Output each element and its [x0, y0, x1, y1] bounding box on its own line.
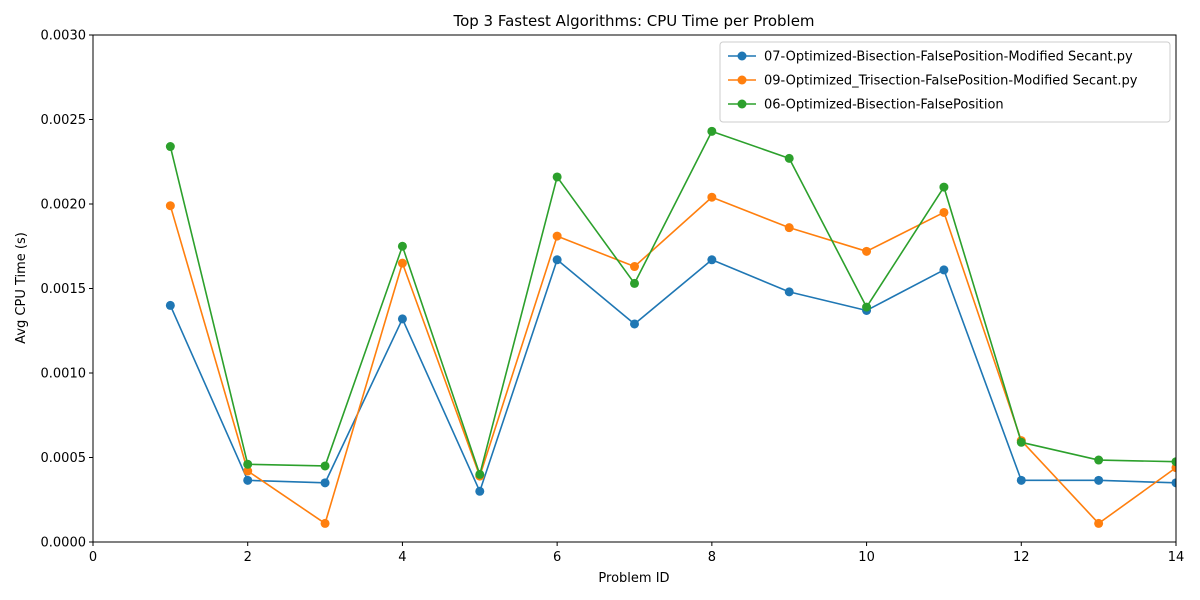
x-axis: 0 2 4 6 8 10 12 14 — [89, 542, 1184, 565]
y-axis-label: Avg CPU Time (s) — [14, 232, 29, 344]
data-point — [165, 142, 175, 152]
chart-title: Top 3 Fastest Algorithms: CPU Time per P… — [452, 12, 814, 30]
data-point — [707, 126, 717, 136]
data-point — [939, 182, 949, 192]
legend-item: 09-Optimized_Trisection-FalsePosition-Mo… — [728, 74, 1138, 89]
x-tick-label: 6 — [553, 550, 561, 565]
series-line — [169, 130, 1176, 476]
data-point — [630, 278, 639, 288]
data-point — [552, 255, 562, 265]
data-point — [1171, 457, 1176, 467]
data-point — [475, 486, 485, 496]
series-layer — [165, 126, 1176, 528]
y-tick-label: 0.0020 — [41, 198, 87, 213]
series-line — [169, 258, 1176, 493]
legend-label: 06-Optimized-Bisection-FalsePosition — [764, 98, 1004, 113]
y-tick-label: 0.0025 — [41, 113, 87, 128]
data-point — [630, 262, 639, 272]
series-line — [169, 196, 1176, 525]
data-point — [1094, 518, 1104, 528]
data-point — [1094, 475, 1104, 485]
data-point — [397, 314, 407, 324]
data-point — [630, 319, 639, 329]
legend-swatch-marker — [737, 51, 747, 61]
x-tick-label: 8 — [708, 550, 716, 565]
data-point — [939, 207, 949, 217]
series-1 — [165, 255, 1176, 496]
y-tick-label: 0.0010 — [41, 367, 87, 382]
x-tick-label: 14 — [1168, 550, 1185, 565]
data-point — [1016, 437, 1026, 447]
data-point — [1171, 478, 1176, 488]
data-point — [1016, 475, 1026, 485]
data-point — [784, 287, 794, 297]
data-point — [862, 302, 872, 312]
data-point — [707, 255, 717, 265]
data-point — [397, 258, 407, 268]
x-tick-label: 2 — [244, 550, 252, 565]
x-tick-label: 12 — [1013, 550, 1030, 565]
legend: 07-Optimized-Bisection-FalsePosition-Mod… — [719, 41, 1171, 123]
data-point — [1094, 455, 1104, 465]
data-point — [784, 223, 794, 233]
data-point — [320, 478, 330, 488]
data-point — [939, 265, 949, 275]
y-axis: 0.0000 0.0005 0.0010 0.0015 0.0020 0.0025 0.00… — [41, 29, 93, 551]
legend-box — [719, 41, 1171, 123]
y-tick-label: 0.0005 — [41, 451, 87, 466]
y-tick-label: 0.0030 — [41, 29, 87, 44]
data-point — [862, 246, 872, 256]
legend-item: 06-Optimized-Bisection-FalsePosition — [728, 98, 1004, 113]
data-point — [243, 459, 253, 469]
x-tick-label: 0 — [89, 550, 97, 565]
data-point — [397, 241, 407, 251]
x-axis-label: Problem ID — [598, 571, 669, 586]
data-point — [784, 153, 794, 163]
legend-swatch-marker — [737, 99, 747, 109]
data-point — [707, 192, 717, 202]
data-point — [243, 475, 253, 485]
data-point — [243, 466, 253, 476]
legend-label: 07-Optimized-Bisection-FalsePosition-Mod… — [764, 50, 1133, 65]
legend-label: 09-Optimized_Trisection-FalsePosition-Mo… — [764, 74, 1138, 89]
data-point — [165, 300, 175, 310]
data-point — [552, 231, 562, 241]
y-tick-label: 0.0015 — [41, 282, 87, 297]
data-point — [320, 461, 330, 471]
legend-item: 07-Optimized-Bisection-FalsePosition-Mod… — [728, 50, 1133, 65]
data-point — [475, 469, 485, 479]
y-tick-label: 0.0000 — [41, 536, 87, 551]
data-point — [552, 172, 562, 182]
data-point — [165, 201, 175, 211]
series-3 — [165, 126, 1176, 479]
x-tick-label: 10 — [858, 550, 875, 565]
x-tick-label: 4 — [398, 550, 406, 565]
legend-swatch-marker — [737, 75, 747, 85]
data-point — [320, 518, 330, 528]
